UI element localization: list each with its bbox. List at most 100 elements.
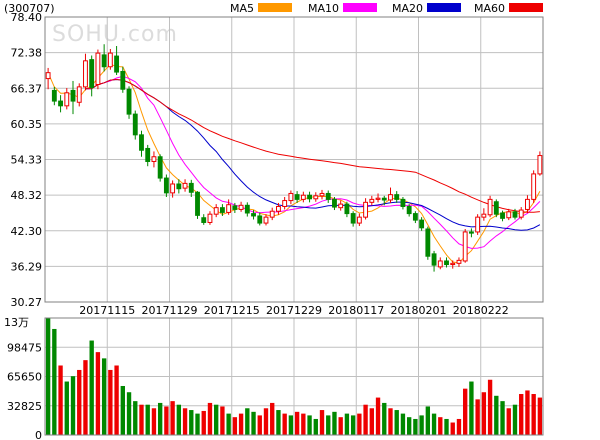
volume-bar (363, 404, 368, 435)
candle-body (450, 262, 456, 266)
volume-panel: 13万 98475 65650 32825 0 (4, 316, 544, 440)
candle-body (493, 201, 499, 215)
volume-bar (438, 417, 443, 435)
candlestick (363, 198, 369, 220)
candlestick (83, 53, 88, 91)
candlestick (107, 48, 113, 70)
volume-bar (245, 408, 250, 435)
price-panel-frame (44, 16, 544, 303)
volume-tick-label: 32825 (7, 400, 42, 413)
candle-body (444, 260, 449, 266)
legend-label-ma60: MA60 (474, 2, 505, 15)
candle-body (462, 231, 468, 262)
price-tick-label: 30.27 (11, 296, 43, 309)
candlestick (419, 217, 425, 231)
volume-bar (344, 413, 350, 435)
candlestick (319, 189, 325, 200)
candlestick (64, 88, 70, 110)
candle-body (282, 200, 288, 207)
candlestick (518, 207, 524, 220)
date-tick-label: 20171229 (266, 304, 322, 317)
volume-bar (64, 381, 69, 435)
volume-bar (232, 417, 238, 435)
candlestick (468, 228, 474, 238)
candlestick (481, 208, 487, 221)
candle-body (176, 183, 182, 190)
volume-bar (506, 408, 511, 435)
date-tick-label: 20180222 (453, 304, 509, 317)
volume-bar (531, 394, 536, 435)
candlestick (381, 195, 387, 206)
volume-bar (369, 408, 374, 435)
volume-bar (313, 418, 318, 435)
candlestick (120, 66, 126, 93)
candlestick (412, 211, 418, 224)
date-tick-label: 20171129 (142, 304, 198, 317)
volume-bar (251, 411, 256, 435)
volume-bar (120, 385, 125, 435)
volume-bar (214, 404, 219, 435)
candlestick (76, 83, 82, 107)
ma60-line (85, 78, 540, 213)
candlestick (244, 202, 250, 217)
price-tick-label: 36.29 (11, 260, 43, 273)
volume-bar (519, 394, 524, 435)
volume-bar (126, 392, 132, 435)
volume-bar (301, 413, 306, 435)
candle-body (525, 198, 530, 210)
volume-bar (419, 415, 424, 435)
volume-bar (444, 418, 449, 435)
candle-body (300, 194, 306, 200)
volume-bar (500, 401, 505, 435)
candlestick (406, 204, 412, 217)
candle-body (468, 231, 474, 234)
volume-bar (95, 352, 101, 435)
candle-body (307, 194, 312, 200)
candle-body (313, 195, 319, 200)
candlestick (475, 214, 481, 235)
price-tick-label: 60.35 (11, 118, 43, 131)
candlestick (126, 86, 132, 119)
candle-body (531, 173, 537, 200)
candlestick (487, 195, 493, 218)
candlestick (325, 190, 331, 203)
volume-bar (114, 365, 119, 435)
volume-bar (276, 410, 281, 435)
volume-panel-frame (44, 317, 544, 436)
candle-body (506, 211, 512, 219)
candlestick (114, 46, 120, 76)
candle-body (388, 194, 393, 201)
candlestick (269, 207, 275, 221)
volume-bar (145, 404, 150, 435)
volume-bar (164, 406, 169, 435)
candlestick (176, 179, 182, 194)
candlestick (95, 49, 101, 90)
candle-body (58, 100, 63, 107)
candle-body (344, 203, 350, 215)
volume-bar (157, 402, 163, 435)
volume-bar (238, 413, 244, 435)
volume-bar (195, 413, 200, 435)
candlestick (213, 204, 219, 218)
candle-body (400, 198, 406, 207)
volume-bar (375, 397, 381, 435)
candle-body (437, 260, 443, 268)
volume-bar (537, 397, 543, 435)
candle-body (226, 204, 232, 213)
candle-body (419, 219, 425, 229)
candlestick (288, 190, 294, 205)
volume-bar (469, 381, 474, 435)
candlestick (462, 228, 468, 263)
candle-body (76, 86, 82, 103)
candle-body (269, 210, 275, 218)
date-tick-label: 20171115 (79, 304, 135, 317)
candlestick (101, 44, 107, 72)
volume-bar (151, 408, 157, 435)
candlestick (257, 212, 263, 226)
price-y-axis: 78.40 72.38 66.37 60.35 54.33 48.32 42.30 36.29… (11, 11, 43, 309)
candlestick (182, 179, 188, 192)
price-panel: SOHU.com 78.40 72.38 66.37 60.35 54.33 48.32 4… (11, 11, 544, 317)
legend-swatch-ma5 (258, 3, 292, 12)
candlestick (300, 191, 306, 203)
candlestick (307, 191, 312, 203)
